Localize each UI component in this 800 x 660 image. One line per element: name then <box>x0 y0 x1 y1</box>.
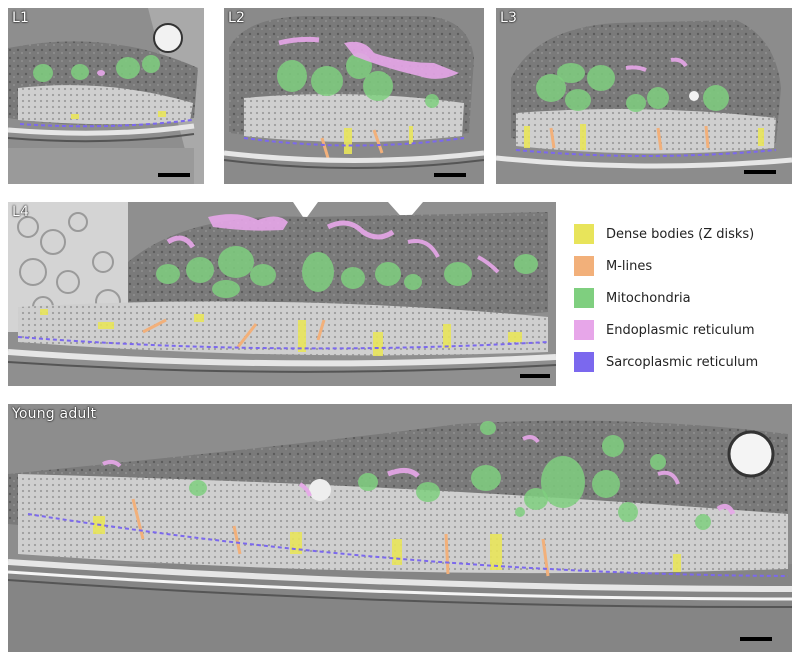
panel-label-l1: L1 <box>12 10 30 26</box>
panel-label-l2: L2 <box>228 10 246 26</box>
micrograph-l3 <box>496 8 792 184</box>
panel-l3: L3 <box>496 8 792 184</box>
legend-swatch-endoplasmic-reticulum <box>574 320 594 340</box>
scale-bar-l1 <box>158 173 190 177</box>
micrograph-young-adult <box>8 404 792 652</box>
panel-label-l4: L4 <box>12 204 30 220</box>
legend-label-m-lines: M-lines <box>606 258 653 274</box>
legend-item-dense-bodies: Dense bodies (Z disks) <box>574 218 794 250</box>
scale-bar-young-adult <box>740 637 772 641</box>
legend-label-sarcoplasmic-reticulum: Sarcoplasmic reticulum <box>606 354 759 370</box>
panel-label-young-adult: Young adult <box>12 406 97 422</box>
legend-item-sarcoplasmic-reticulum: Sarcoplasmic reticulum <box>574 346 794 378</box>
scale-bar-l4 <box>520 374 550 378</box>
legend-item-mitochondria: Mitochondria <box>574 282 794 314</box>
panel-label-l3: L3 <box>500 10 518 26</box>
panel-l2: L2 <box>224 8 484 184</box>
legend-item-endoplasmic-reticulum: Endoplasmic reticulum <box>574 314 794 346</box>
micrograph-l4 <box>8 202 556 386</box>
legend-item-m-lines: M-lines <box>574 250 794 282</box>
panel-young-adult: Young adult <box>8 404 792 652</box>
scale-bar-l2 <box>434 173 466 177</box>
panel-l4: L4 <box>8 202 556 386</box>
micrograph-l1 <box>8 8 204 184</box>
micrograph-l2 <box>224 8 484 184</box>
legend: Dense bodies (Z disks) M-lines Mitochond… <box>574 218 794 378</box>
scale-bar-l3 <box>744 170 776 174</box>
legend-label-endoplasmic-reticulum: Endoplasmic reticulum <box>606 322 755 338</box>
legend-swatch-mitochondria <box>574 288 594 308</box>
panel-l1: L1 <box>8 8 204 184</box>
legend-label-dense-bodies: Dense bodies (Z disks) <box>606 226 755 242</box>
legend-swatch-sarcoplasmic-reticulum <box>574 352 594 372</box>
legend-label-mitochondria: Mitochondria <box>606 290 691 306</box>
legend-swatch-m-lines <box>574 256 594 276</box>
legend-swatch-dense-bodies <box>574 224 594 244</box>
